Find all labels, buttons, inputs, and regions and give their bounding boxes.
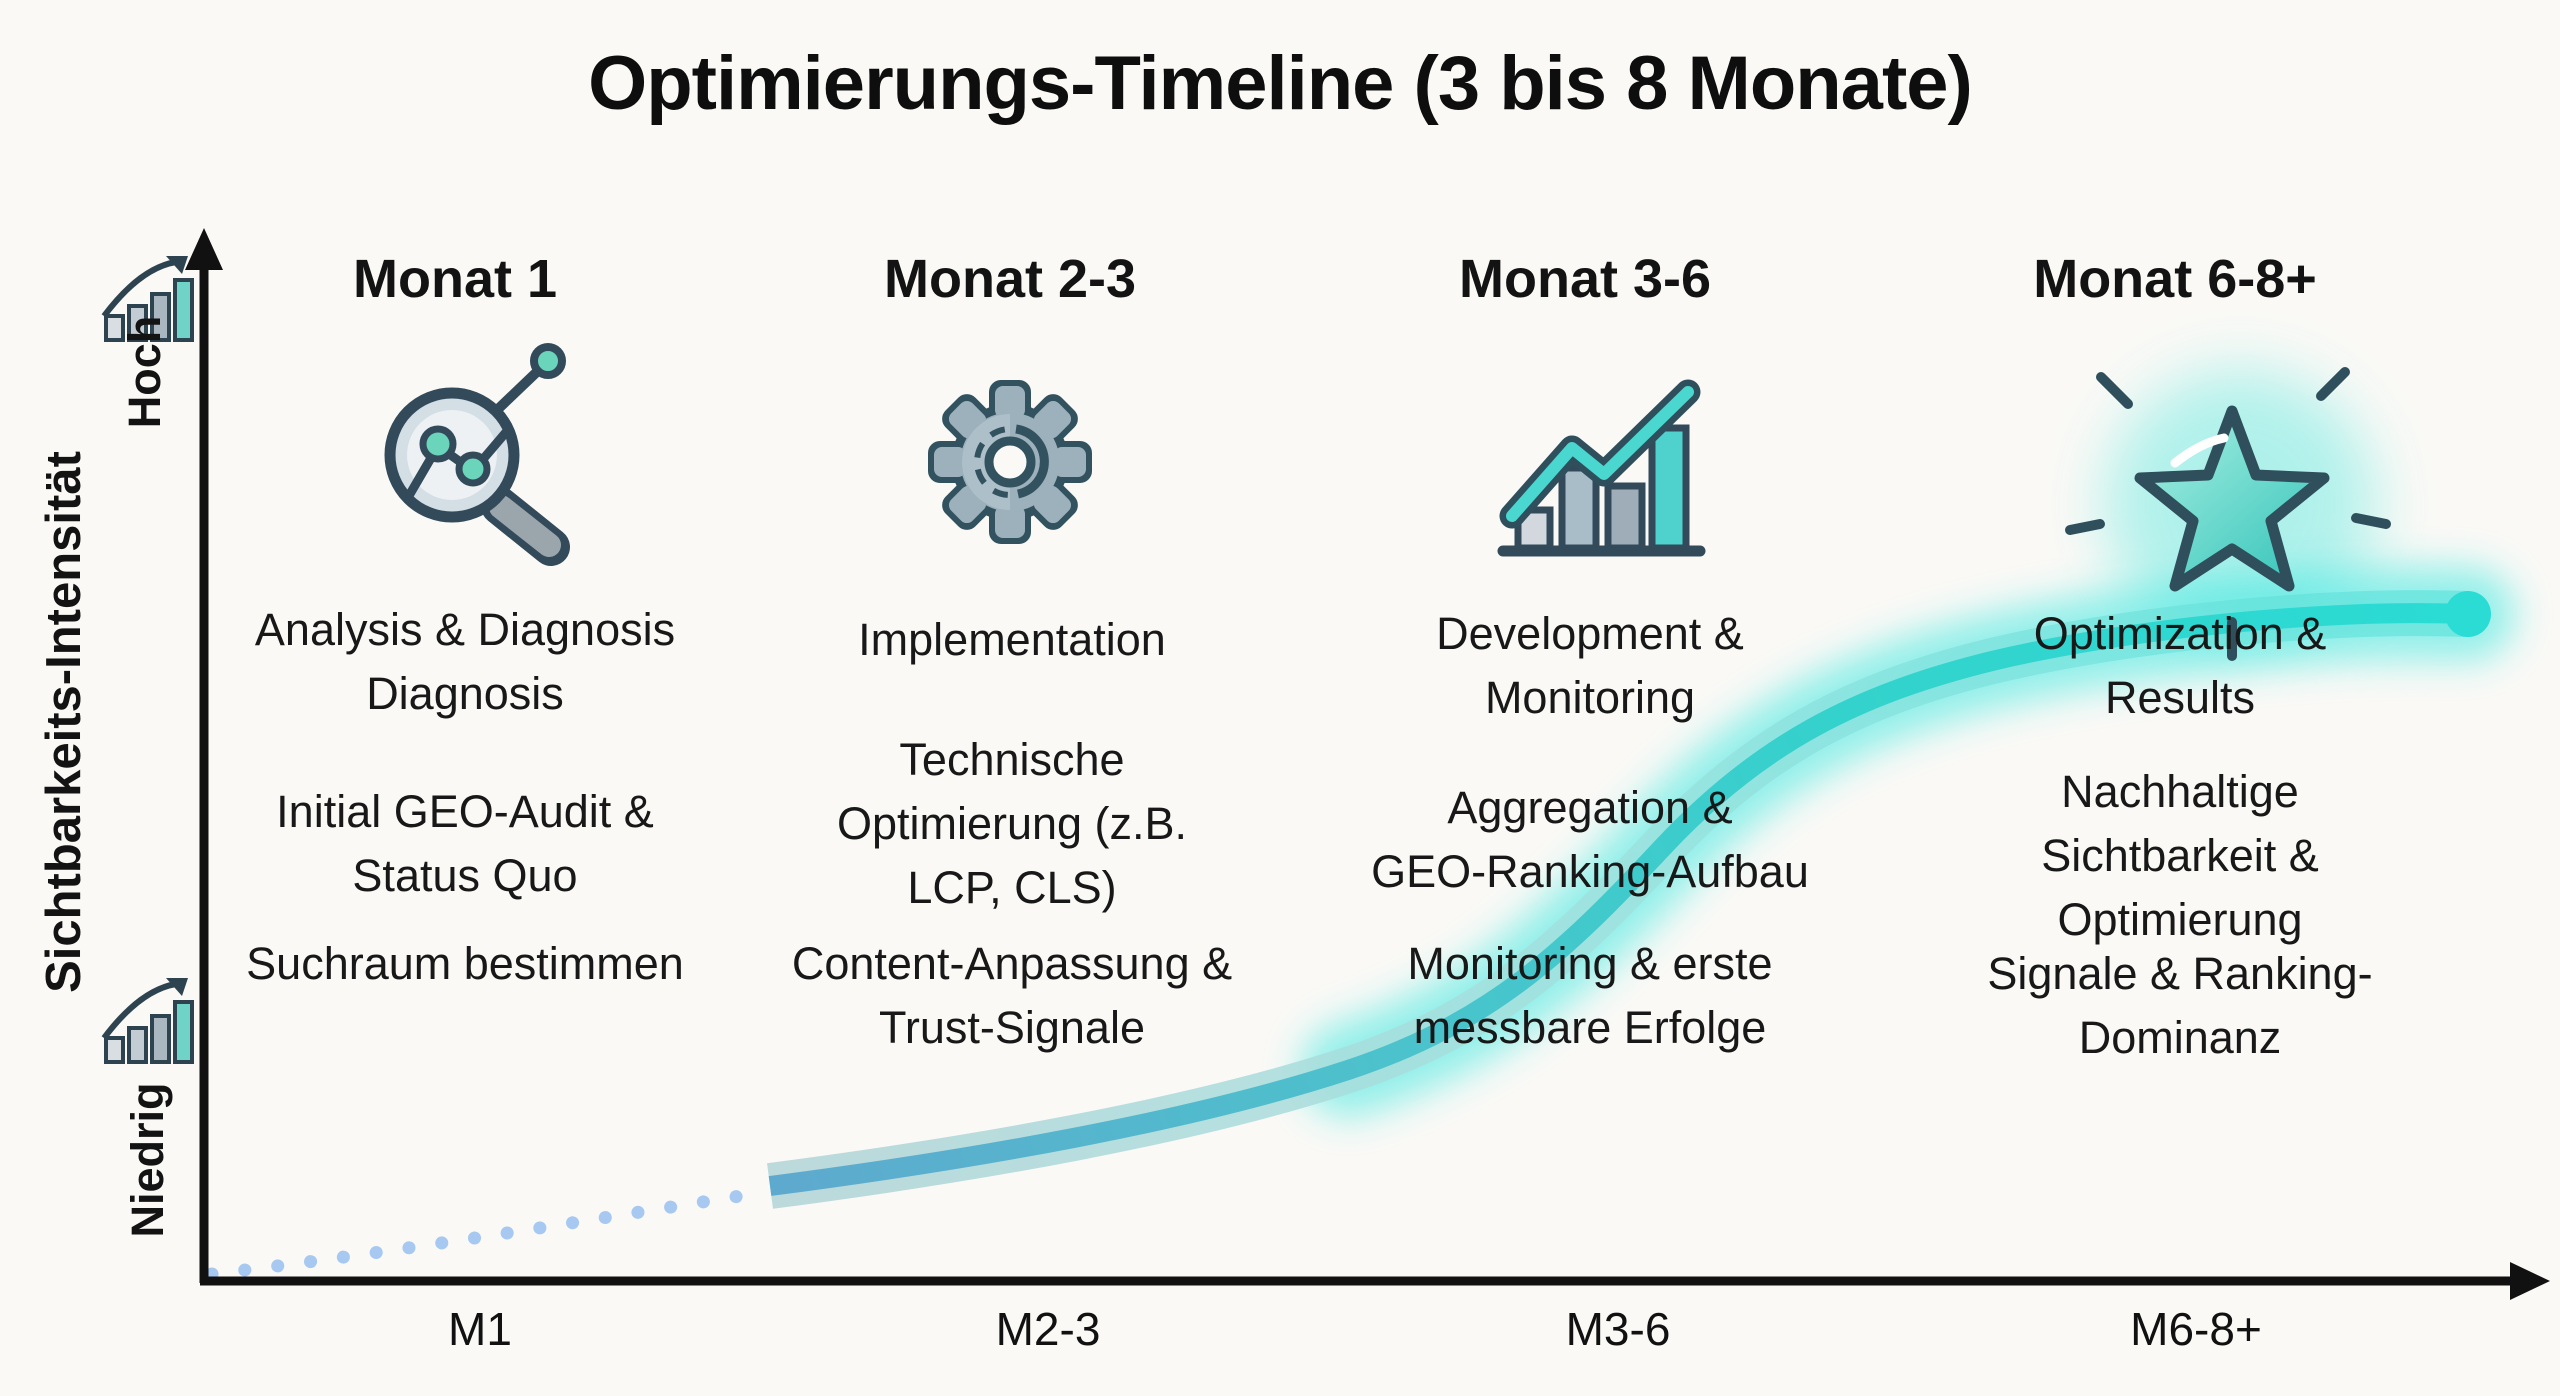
growth-bars-icon-high — [101, 256, 194, 342]
x-tick-m6-8: M6-8+ — [2130, 1303, 2262, 1355]
star-icon — [2065, 367, 2391, 661]
star-rays — [2065, 367, 2391, 661]
col2-phase-title: Implementation — [858, 614, 1166, 665]
y-axis-label: Sichtbarkeits-Intensität — [37, 451, 91, 993]
col3-phase-task: Monitoring & erste messbare Erfolge — [1407, 938, 1773, 1053]
column-header-monat-1: Monat 1 — [352, 249, 557, 309]
column-header-monat-2-3: Monat 2-3 — [883, 249, 1137, 309]
page-title: Optimierungs-Timeline (3 bis 8 Monate) — [588, 41, 1973, 126]
y-axis-low-label: Niedrig — [122, 1082, 173, 1238]
x-tick-m3-6: M3-6 — [1565, 1303, 1671, 1355]
y-axis-arrowhead — [185, 228, 223, 270]
visibility-growth-curve — [205, 565, 2516, 1281]
axes — [185, 228, 2550, 1300]
search-analytics-icon — [384, 343, 570, 566]
col4-phase-title: Optimization & Results — [2033, 608, 2327, 723]
col4-phase-detail: Nachhaltige Sichtbarkeit & Optimierung — [2041, 766, 2319, 945]
col2-phase-task: Content-Anpassung & Trust-Signale — [791, 938, 1233, 1053]
col1-phase-detail: Initial GEO-Audit & Status Quo — [276, 786, 654, 901]
x-axis-arrowhead — [2510, 1262, 2550, 1300]
col2-phase-detail: Technische Optimierung (z.B. LCP, CLS) — [836, 734, 1188, 913]
col1-phase-task: Suchraum bestimmen — [246, 938, 684, 989]
col3-phase-title: Development & Monitoring — [1436, 608, 1744, 723]
x-tick-m1: M1 — [448, 1303, 512, 1355]
curve-dotted-start — [205, 1187, 760, 1281]
growth-chart-icon — [1497, 379, 1706, 557]
col3-phase-detail: Aggregation & GEO-Ranking-Aufbau — [1371, 782, 1809, 897]
column-header-monat-3-6: Monat 3-6 — [1458, 249, 1712, 309]
curve-end-cap — [2445, 591, 2491, 637]
x-tick-m2-3: M2-3 — [995, 1303, 1101, 1355]
column-header-monat-6-8: Monat 6-8+ — [2033, 249, 2317, 309]
growth-bars-icon-low — [101, 978, 194, 1064]
curve-core — [768, 603, 2469, 1196]
col1-phase-title: Analysis & Diagnosis Diagnosis — [254, 604, 676, 719]
y-axis-high-label: Hoch — [119, 315, 170, 429]
col4-phase-task: Signale & Ranking- Dominanz — [1987, 948, 2373, 1063]
gear-icon — [928, 380, 1092, 544]
